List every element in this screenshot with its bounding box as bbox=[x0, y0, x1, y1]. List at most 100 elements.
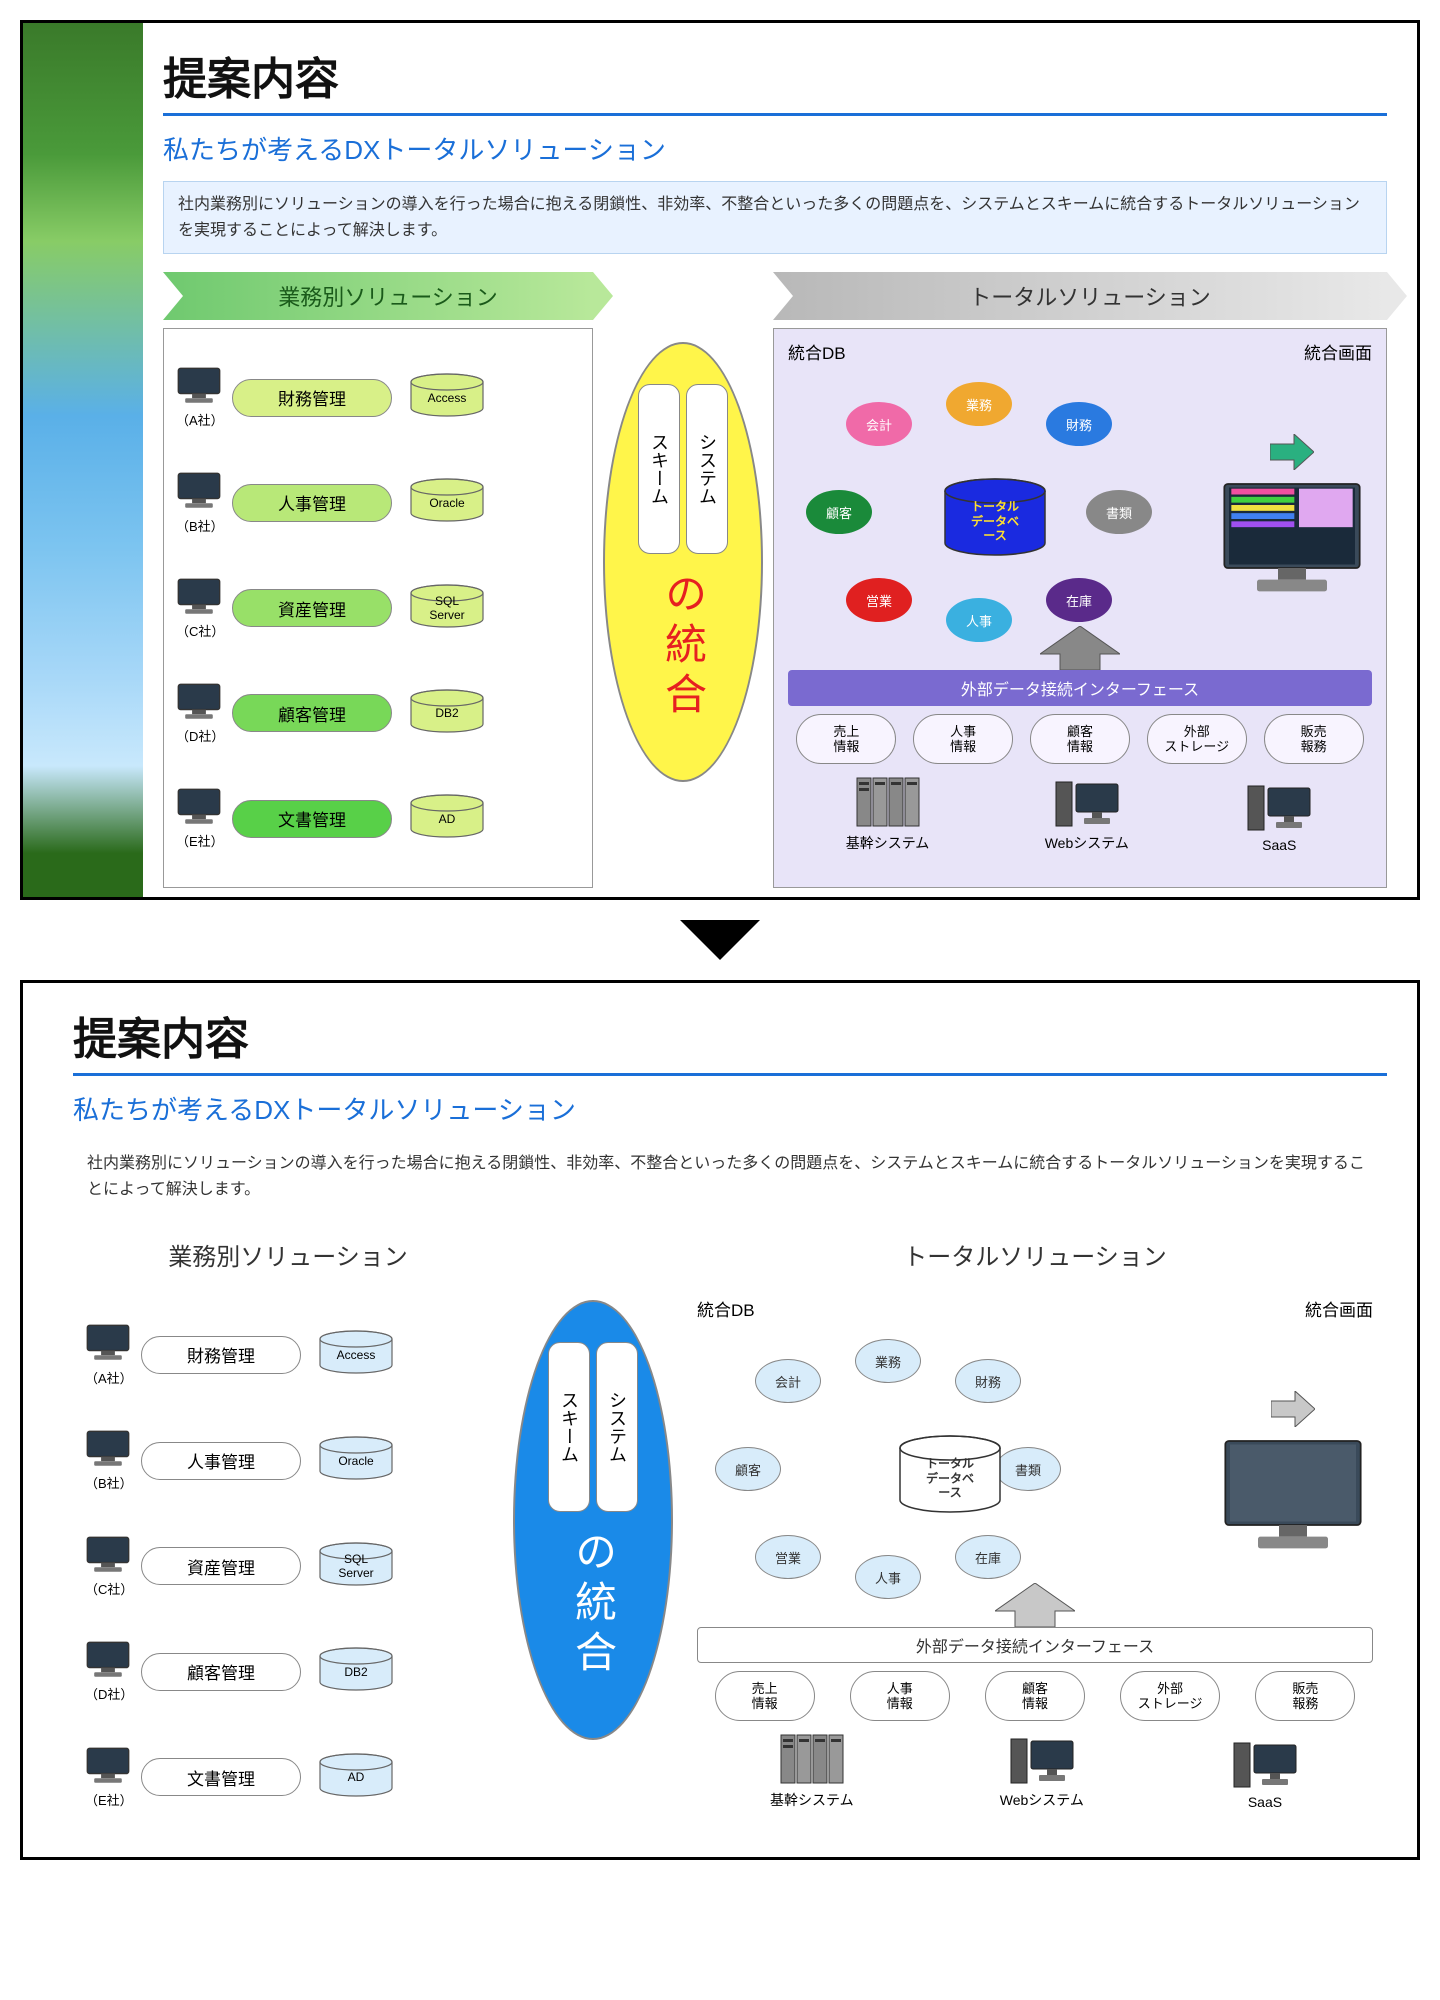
left-header-arrow: 業務別ソリューション bbox=[163, 272, 593, 320]
function-pill: 財務管理 bbox=[232, 379, 392, 417]
total-solution-box: 統合DB統合画面 会計業務財務顧客書類営業人事在庫 トータルデータベース bbox=[773, 328, 1387, 888]
company-label: （C社） bbox=[85, 1579, 131, 1598]
monitor-icon: （A社） bbox=[176, 366, 222, 429]
solution-row: （E社） 文書管理 AD bbox=[176, 787, 580, 850]
left-header: 業務別ソリューション bbox=[73, 1230, 503, 1278]
right-arrow-icon bbox=[1271, 1391, 1315, 1427]
company-label: （D社） bbox=[176, 726, 222, 745]
right-header: トータルソリューション bbox=[683, 1230, 1387, 1278]
scheme-pill: スキーム bbox=[548, 1342, 590, 1512]
solution-row: （A社） 財務管理 Access bbox=[85, 1323, 491, 1386]
interface-banner: 外部データ接続インターフェース bbox=[788, 670, 1372, 706]
integrate-text: の統合 bbox=[563, 1530, 624, 1680]
monitor-icon: （E社） bbox=[85, 1746, 131, 1809]
monitor-icon: （C社） bbox=[176, 577, 222, 640]
company-label: （D社） bbox=[85, 1684, 131, 1703]
system-web: Webシステム bbox=[1045, 774, 1129, 853]
db-cylinder: Oracle bbox=[402, 478, 492, 527]
interface-pill: 売上 情報 bbox=[715, 1671, 815, 1721]
company-label: （E社） bbox=[176, 831, 222, 850]
db-category-circle: 営業 bbox=[755, 1535, 821, 1579]
left-column: 業務別ソリューション （A社） 財務管理 Access （B社） 人事管理 Or… bbox=[163, 272, 593, 892]
interface-pill: 顧客 情報 bbox=[985, 1671, 1085, 1721]
right-column: トータルソリューション 統合DB統合画面 会計業務財務顧客書類営業人事在庫 トー… bbox=[773, 272, 1387, 892]
description-box: 社内業務別にソリューションの導入を行った場合に抱える閉鎖性、非効率、不整合といっ… bbox=[163, 181, 1387, 254]
right-header-arrow: トータルソリューション bbox=[773, 272, 1387, 320]
solution-row: （B社） 人事管理 Oracle bbox=[85, 1429, 491, 1492]
unified-db-label: 統合DB bbox=[788, 339, 846, 364]
integration-ellipse: スキーム システム の統合 bbox=[603, 342, 763, 782]
db-category-circle: 会計 bbox=[755, 1359, 821, 1403]
unified-screen-label: 統合画面 bbox=[1305, 1296, 1373, 1321]
interface-row: 売上 情報人事 情報顧客 情報外部 ストレージ販売 報務 bbox=[697, 1671, 1373, 1721]
monitor-icon: （D社） bbox=[85, 1640, 131, 1703]
db-category-circle: 業務 bbox=[946, 382, 1012, 426]
integration-ellipse: スキーム システム の統合 bbox=[513, 1300, 673, 1740]
unified-screen-label: 統合画面 bbox=[1304, 339, 1372, 364]
side-photo bbox=[23, 23, 143, 897]
db-cylinder: SQL Server bbox=[402, 584, 492, 633]
db-category-circle: 在庫 bbox=[1046, 578, 1112, 622]
system-core: 基幹システム bbox=[846, 774, 930, 853]
company-label: （C社） bbox=[176, 621, 222, 640]
db-cylinder: SQL Server bbox=[311, 1542, 401, 1591]
system-pill: システム bbox=[686, 384, 728, 554]
solution-row: （C社） 資産管理 SQL Server bbox=[176, 577, 580, 640]
systems-row: 基幹システム Webシステム SaaS bbox=[788, 774, 1372, 853]
solution-row: （C社） 資産管理 SQL Server bbox=[85, 1535, 491, 1598]
left-column: 業務別ソリューション （A社） 財務管理 Access （B社） 人事管理 Or… bbox=[73, 1230, 503, 1850]
total-solution-box: 統合DB統合画面 会計業務財務顧客書類営業人事在庫 トータルデータベース bbox=[683, 1286, 1387, 1846]
company-label: （A社） bbox=[85, 1368, 131, 1387]
db-cylinder: Access bbox=[311, 1330, 401, 1379]
solutions-box: （A社） 財務管理 Access （B社） 人事管理 Oracle （C社） 資… bbox=[163, 328, 593, 888]
db-cylinder: DB2 bbox=[311, 1647, 401, 1696]
function-pill: 文書管理 bbox=[232, 800, 392, 838]
monitor-icon: （B社） bbox=[176, 471, 222, 534]
db-cylinder: AD bbox=[402, 794, 492, 843]
scheme-pill: スキーム bbox=[638, 384, 680, 554]
db-category-circle: 書類 bbox=[1086, 490, 1152, 534]
function-pill: 資産管理 bbox=[232, 589, 392, 627]
interface-banner: 外部データ接続インターフェース bbox=[697, 1627, 1373, 1663]
db-category-circle: 在庫 bbox=[955, 1535, 1021, 1579]
interface-pill: 顧客 情報 bbox=[1030, 714, 1130, 764]
monitor-icon: （B社） bbox=[85, 1429, 131, 1492]
middle-column: スキーム システム の統合 bbox=[503, 1230, 683, 1850]
down-triangle-icon bbox=[680, 920, 760, 960]
db-cylinder: DB2 bbox=[402, 689, 492, 738]
slide-2: 提案内容 私たちが考えるDXトータルソリューション 社内業務別にソリューションの… bbox=[20, 980, 1420, 1860]
solution-row: （D社） 顧客管理 DB2 bbox=[176, 682, 580, 745]
system-pill: システム bbox=[596, 1342, 638, 1512]
systems-row: 基幹システム Webシステム SaaS bbox=[697, 1731, 1373, 1810]
company-label: （A社） bbox=[176, 410, 222, 429]
interface-pill: 販売 報務 bbox=[1264, 714, 1364, 764]
central-db: トータルデータベース bbox=[895, 1434, 1005, 1514]
system-web: Webシステム bbox=[1000, 1731, 1084, 1810]
function-pill: 文書管理 bbox=[141, 1758, 301, 1796]
db-category-circle: 人事 bbox=[855, 1555, 921, 1599]
db-cylinder: Oracle bbox=[311, 1436, 401, 1485]
screen-column bbox=[1212, 372, 1372, 662]
system-core: 基幹システム bbox=[770, 1731, 854, 1810]
db-category-circle: 会計 bbox=[846, 402, 912, 446]
page-subtitle: 私たちが考えるDXトータルソリューション bbox=[73, 1090, 1387, 1127]
db-category-circle: 財務 bbox=[1046, 402, 1112, 446]
db-category-circle: 財務 bbox=[955, 1359, 1021, 1403]
interface-pill: 外部 ストレージ bbox=[1120, 1671, 1220, 1721]
function-pill: 人事管理 bbox=[232, 484, 392, 522]
integrate-text: の統合 bbox=[653, 572, 714, 722]
interface-pill: 売上 情報 bbox=[796, 714, 896, 764]
db-cloud: 会計業務財務顧客書類営業人事在庫 トータルデータベース bbox=[788, 372, 1202, 662]
slide-1: 提案内容 私たちが考えるDXトータルソリューション 社内業務別にソリューションの… bbox=[20, 20, 1420, 900]
monitor-icon: （A社） bbox=[85, 1323, 131, 1386]
solution-row: （A社） 財務管理 Access bbox=[176, 366, 580, 429]
interface-pill: 外部 ストレージ bbox=[1147, 714, 1247, 764]
right-arrow-icon bbox=[1270, 434, 1314, 470]
db-category-circle: 営業 bbox=[846, 578, 912, 622]
function-pill: 人事管理 bbox=[141, 1442, 301, 1480]
interface-pill: 販売 報務 bbox=[1255, 1671, 1355, 1721]
page-title: 提案内容 bbox=[73, 1003, 1387, 1076]
db-category-circle: 顧客 bbox=[715, 1447, 781, 1491]
function-pill: 資産管理 bbox=[141, 1547, 301, 1585]
solution-row: （D社） 顧客管理 DB2 bbox=[85, 1640, 491, 1703]
